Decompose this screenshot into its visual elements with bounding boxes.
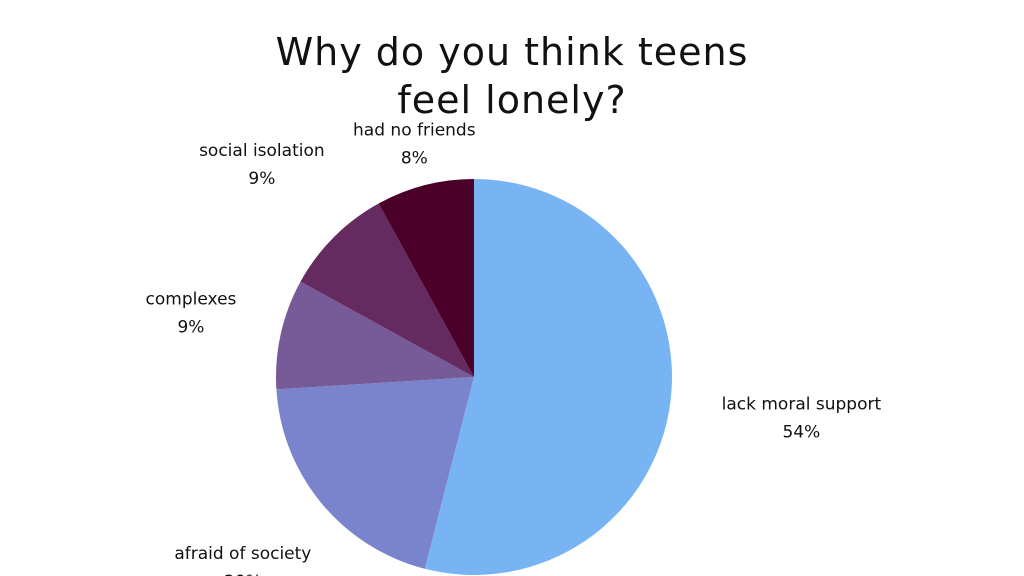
pie-slice <box>300 203 474 377</box>
pie-slice <box>276 281 474 390</box>
slice-value-label: 20% <box>224 572 262 576</box>
slice-label: afraid of society <box>174 544 311 564</box>
slice-label: had no friends <box>353 121 476 141</box>
slice-value-label: 8% <box>401 149 428 169</box>
chart-title: Why do you think teens feel lonely? <box>275 30 749 122</box>
slice-label: lack moral support <box>722 394 882 414</box>
pie-slice <box>424 179 672 575</box>
slice-value-label: 9% <box>248 169 275 189</box>
pie-slice <box>276 377 474 569</box>
slice-label: social isolation <box>199 141 325 161</box>
slice-label: complexes <box>146 290 237 310</box>
slice-value-label: 54% <box>782 422 820 442</box>
pie-slice <box>378 179 474 377</box>
slice-value-label: 9% <box>177 318 204 338</box>
